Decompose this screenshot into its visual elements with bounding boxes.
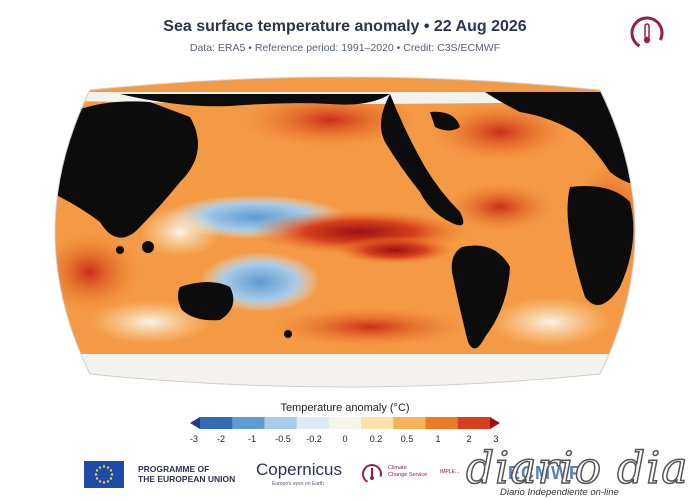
colorbar-segment (232, 417, 265, 429)
climate-change-service-label: Climate Change Service (388, 465, 427, 479)
eu-star-icon (95, 469, 99, 472)
colorbar-segment (425, 417, 459, 429)
colorbar-segment (393, 417, 427, 429)
eu-flag-icon (84, 461, 124, 488)
colorbar-tick-label: -2 (216, 434, 226, 444)
eu-star-icon (102, 465, 106, 468)
thermometer-logo-icon (630, 16, 664, 50)
colorbar-tick-label: 0.2 (369, 434, 383, 444)
colorbar-segment (361, 417, 394, 429)
colorbar-segment (296, 417, 330, 429)
cc-line-1: Climate (388, 465, 407, 471)
eu-star-icon (109, 469, 113, 472)
legend-title: Temperature anomaly (°C) (280, 402, 410, 414)
colorbar-segment (328, 417, 362, 429)
colorbar-tick-label: 1 (435, 434, 441, 444)
colorbar-segment (264, 417, 298, 429)
colorbar-tick-label: -1 (247, 434, 257, 444)
colorbar-tick-label: 2 (466, 434, 472, 444)
eu-star-icon (110, 473, 114, 476)
copernicus-tagline: Europe's eyes on Earth (272, 481, 324, 487)
colorbar-tick-label: 3 (493, 434, 499, 444)
colorbar-tick-label: -3 (189, 434, 199, 444)
ecmwf-logo: ECMWF (508, 463, 581, 483)
sst-anomaly-map (54, 76, 636, 388)
eu-programme-label: PROGRAMME OF THE EUROPEAN UNION (138, 464, 235, 484)
eu-line-1: PROGRAMME OF (138, 464, 210, 474)
colorbar-tick-label: 0.5 (400, 434, 414, 444)
colorbar-segment (457, 417, 491, 429)
eu-star-icon (98, 466, 102, 469)
copernicus-logo: Copernicus (256, 460, 342, 479)
colorbar-ticks: -3 -2 -1 -0.5 -0.2 0 0.2 0.5 1 2 3 (190, 434, 500, 448)
eu-star-icon (106, 480, 110, 483)
colorbar-arrow-low (190, 417, 200, 429)
eu-star-icon (98, 480, 102, 483)
diario-dia-watermark: diario dia (465, 442, 689, 495)
eu-star-icon (106, 466, 110, 469)
colorbar-arrow-high (490, 417, 500, 429)
page-title: Sea surface temperature anomaly • 22 Aug… (163, 18, 527, 35)
diario-dia-tagline: Diario Independiente on-line (500, 487, 619, 498)
climate-change-service-icon (362, 464, 382, 484)
eu-star-icon (95, 477, 99, 480)
colorbar-tick-label: 0 (342, 434, 348, 444)
implemented-by-label: IMPLE... (440, 469, 460, 475)
colorbar-tick-label: -0.2 (306, 434, 322, 444)
eu-line-2: THE EUROPEAN UNION (138, 474, 236, 484)
colorbar-tick-label: -0.5 (275, 434, 291, 444)
footer-logos: PROGRAMME OF THE EUROPEAN UNION Copernic… (0, 442, 690, 500)
eu-star-icon (94, 473, 98, 476)
colorbar (190, 417, 500, 429)
eu-star-icon (109, 477, 113, 480)
page-subtitle: Data: ERA5 • Reference period: 1991–2020… (189, 42, 501, 54)
eu-star-icon (102, 481, 106, 484)
cc-line-2: Change Service (388, 472, 428, 478)
colorbar-segment (200, 417, 233, 429)
